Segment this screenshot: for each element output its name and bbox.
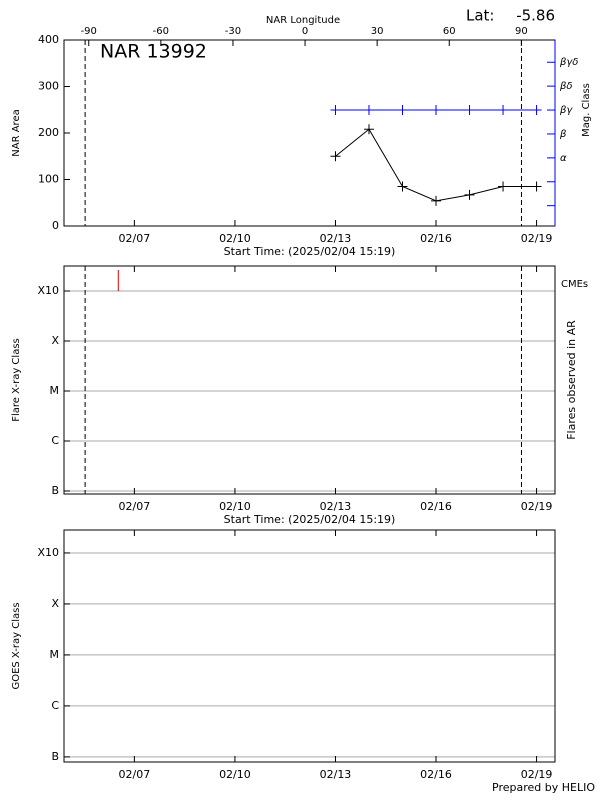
x-tick-label: 02/13: [320, 768, 352, 781]
y-tick-label: 300: [38, 80, 59, 93]
y-tick-label: X10: [37, 284, 59, 297]
x-tick-label: 02/16: [420, 232, 452, 245]
x-tick-label: 02/16: [420, 500, 452, 513]
point-marker: [330, 105, 341, 116]
y-tick-label: 400: [38, 33, 59, 46]
y-tick-label: C: [51, 434, 59, 447]
x-tick-label: 02/13: [320, 232, 352, 245]
point-marker: [431, 105, 442, 116]
footer: Prepared by HELIO: [492, 781, 595, 794]
y-tick-label: C: [51, 699, 59, 712]
point-marker: [464, 189, 475, 200]
y2-tick-label: βγ: [559, 105, 573, 116]
x-tick-label: 02/07: [119, 768, 151, 781]
y-tick-label: X: [51, 597, 59, 610]
y-axis-label: NAR Area: [11, 109, 22, 156]
x-tick-label: 02/19: [521, 500, 553, 513]
point-marker: [397, 181, 408, 192]
x-tick-label: 02/07: [119, 232, 151, 245]
x-tick-label: 02/19: [521, 768, 553, 781]
x-tick-label: 02/10: [219, 500, 251, 513]
plot-frame: [63, 529, 556, 763]
lat-value: -5.86: [516, 7, 555, 25]
y2-axis-label: Flares observed in AR: [565, 320, 578, 440]
plot-frame: [63, 265, 556, 495]
point-marker: [397, 105, 408, 116]
point-marker: [498, 105, 509, 116]
point-marker: [330, 151, 341, 162]
plot-frame: [63, 39, 556, 227]
x2-tick-label: -30: [225, 26, 241, 37]
y-tick-label: B: [51, 484, 59, 497]
x2-tick-label: 60: [443, 26, 456, 37]
x-axis-label: Start Time: (2025/02/04 15:19): [224, 513, 396, 526]
x-axis-label: Start Time: (2025/02/04 15:19): [224, 245, 396, 258]
x-tick-label: 02/19: [521, 232, 553, 245]
y-tick-label: 200: [38, 126, 59, 139]
y-tick-label: X10: [37, 546, 59, 559]
y-tick-label: M: [50, 384, 60, 397]
y2-tick-label: β: [559, 129, 567, 140]
lat-label: Lat:: [466, 7, 494, 25]
y2-axis-label: Mag. Class: [581, 83, 592, 137]
x-tick-label: 02/13: [320, 500, 352, 513]
y2-tick-label: βγδ: [559, 57, 578, 68]
series-line: [335, 128, 537, 202]
point-marker: [363, 124, 374, 135]
x2-tick-label: -90: [81, 26, 97, 37]
y-tick-label: 100: [38, 173, 59, 186]
x-tick-label: 02/10: [219, 768, 251, 781]
point-marker: [464, 105, 475, 116]
point-marker: [498, 181, 509, 192]
x2-tick-label: 90: [515, 26, 528, 37]
panel-title: NAR 13992: [100, 41, 207, 63]
x-tick-label: 02/16: [420, 768, 452, 781]
y-axis-label: GOES X-ray Class: [11, 602, 22, 689]
point-marker: [363, 105, 374, 116]
event-legend: CMEs: [561, 279, 588, 290]
x2-tick-label: 30: [371, 26, 384, 37]
x2-tick-label: -60: [153, 26, 169, 37]
point-marker: [431, 195, 442, 206]
y-tick-label: B: [51, 750, 59, 763]
point-marker: [531, 105, 542, 116]
x-tick-label: 02/10: [219, 232, 251, 245]
x2-axis-label: NAR Longitude: [266, 15, 340, 26]
y-tick-label: X: [51, 334, 59, 347]
x2-tick-label: 0: [302, 26, 308, 37]
x-tick-label: 02/07: [119, 500, 151, 513]
y-tick-label: M: [50, 648, 60, 661]
y-axis-label: Flare X-ray Class: [11, 338, 22, 422]
y2-tick-label: βδ: [559, 81, 573, 92]
point-marker: [531, 181, 542, 192]
y-tick-label: 0: [52, 219, 59, 232]
y2-tick-label: α: [560, 153, 567, 164]
